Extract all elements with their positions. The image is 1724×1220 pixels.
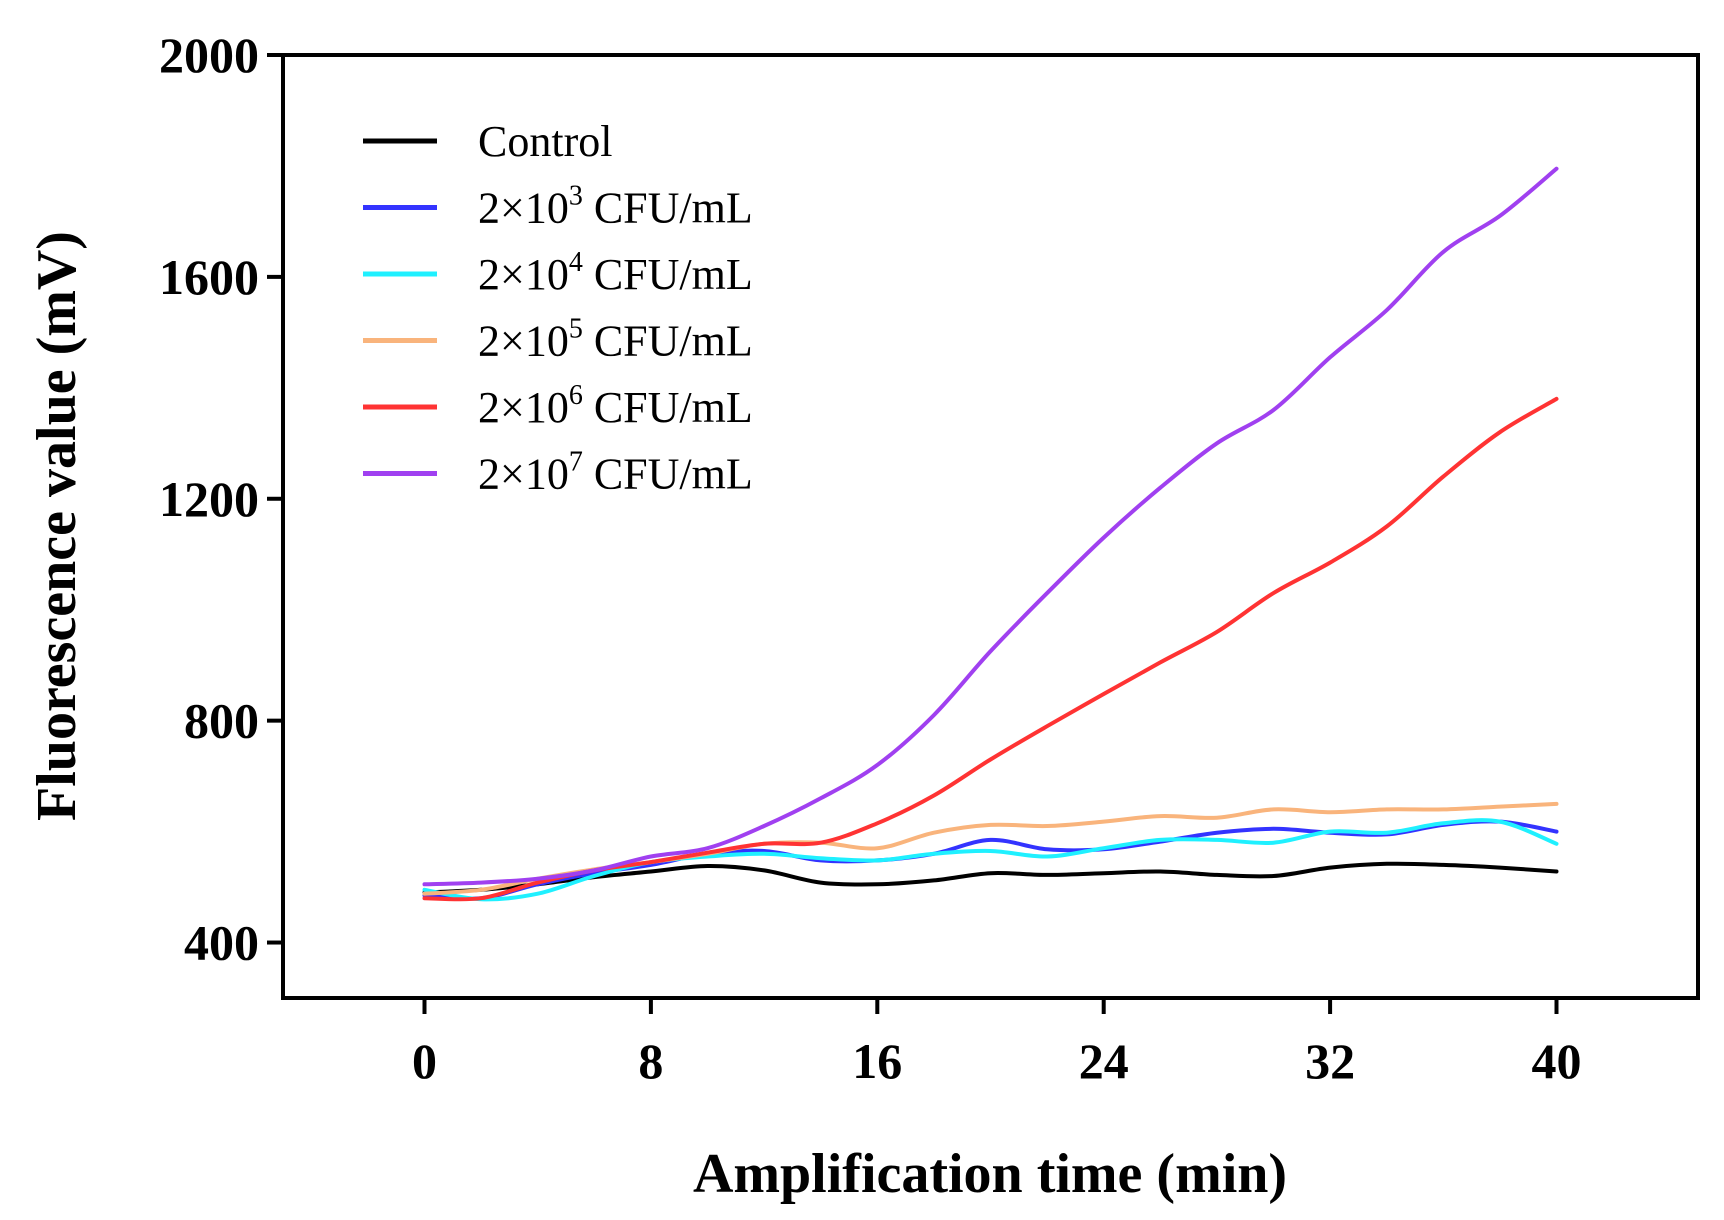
x-tick-label: 0	[412, 1033, 437, 1089]
y-axis: 400 800 1200 1600 2000	[159, 27, 283, 971]
series-line-2	[422, 818, 1559, 902]
legend: Control 2×103 CFU/mL 2×104 CFU/mL 2×105 CFU…	[363, 117, 753, 499]
series-line-0	[422, 861, 1559, 895]
legend-label: 2×104 CFU/mL	[478, 247, 753, 299]
x-axis-title: Amplification time (min)	[693, 1143, 1287, 1205]
series-line-5	[422, 166, 1559, 887]
legend-label: 2×107 CFU/mL	[478, 447, 753, 499]
y-tick-label: 1200	[159, 471, 259, 527]
series-lines	[422, 166, 1559, 902]
x-tick-label: 8	[638, 1033, 663, 1089]
series-line-3	[422, 801, 1559, 896]
legend-label: 2×106 CFU/mL	[478, 380, 753, 432]
x-tick-label: 24	[1079, 1033, 1129, 1089]
series-line-4	[422, 396, 1559, 902]
y-tick-label: 1600	[159, 249, 259, 305]
x-tick-label: 16	[852, 1033, 902, 1089]
y-tick-label: 2000	[159, 27, 259, 83]
x-tick-label: 32	[1305, 1033, 1355, 1089]
y-axis-title: Fluorescence value (mV)	[26, 231, 88, 821]
y-tick-label: 400	[184, 915, 259, 971]
x-tick-label: 40	[1532, 1033, 1582, 1089]
plot-frame	[281, 53, 1700, 1000]
legend-label: Control	[478, 117, 612, 166]
x-axis: 0 8 16 24 32 40	[412, 998, 1582, 1089]
y-tick-label: 800	[184, 693, 259, 749]
legend-label: 2×103 CFU/mL	[478, 181, 753, 233]
legend-label: 2×105 CFU/mL	[478, 314, 753, 366]
